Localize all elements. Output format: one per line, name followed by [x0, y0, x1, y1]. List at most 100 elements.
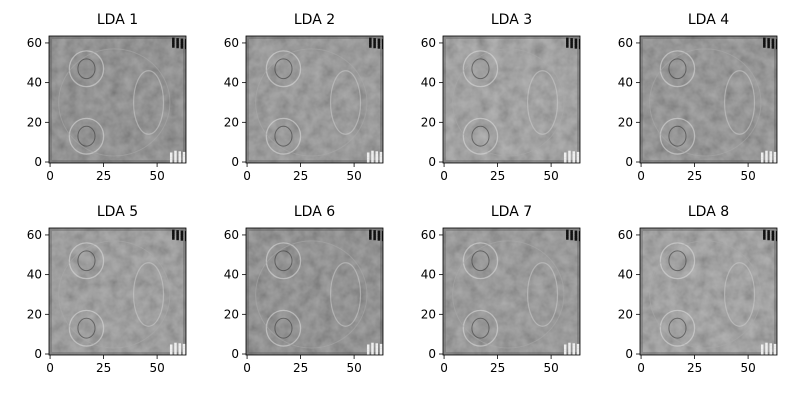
noise-pixel	[770, 346, 773, 349]
x-tick-label: 50	[346, 169, 361, 183]
noise-pixel	[371, 345, 374, 348]
image-texture	[246, 228, 383, 355]
noise-pixel	[774, 346, 777, 349]
noise-pixel	[772, 39, 775, 42]
noise-pixel	[183, 159, 186, 162]
x-tick-label: 50	[740, 169, 755, 183]
noise-pixel	[371, 153, 374, 156]
noise-pixel	[174, 153, 177, 156]
lda-panel-8: LDA 80 25 500204060	[618, 204, 779, 375]
lda-image	[246, 36, 384, 165]
noise-pixel	[577, 154, 580, 157]
noise-pixel	[568, 345, 571, 348]
noise-pixel	[181, 39, 184, 42]
noise-pixel	[564, 352, 567, 355]
x-tick-label: 25	[293, 361, 308, 375]
noise-pixel	[376, 156, 379, 159]
noise-pixel	[380, 349, 383, 352]
lda-panel-2: LDA 20 25 500204060	[224, 12, 385, 183]
x-tick-label: 0	[440, 169, 448, 183]
lda-panel-3: LDA 30 25 500204060	[421, 12, 582, 183]
lda-panel-7: LDA 70 25 500204060	[421, 204, 582, 375]
y-tick-label: 20	[224, 115, 239, 129]
x-tick-label: 0	[46, 169, 54, 183]
x-tick-label: 25	[490, 361, 505, 375]
noise-pixel	[564, 155, 567, 158]
y-tick-label: 20	[224, 307, 239, 321]
noise-pixel	[371, 155, 374, 158]
y-tick-label: 0	[231, 155, 239, 169]
noise-pixel	[765, 153, 768, 156]
noise-pixel	[767, 38, 770, 41]
lda-image	[49, 228, 187, 357]
noise-pixel	[179, 158, 182, 161]
noise-pixel	[765, 158, 768, 161]
noise-pixel	[179, 154, 182, 157]
x-tick-label: 50	[740, 361, 755, 375]
noise-pixel	[570, 38, 573, 41]
noise-pixel	[174, 345, 177, 348]
y-tick-label: 0	[428, 347, 436, 361]
y-tick-label: 60	[27, 228, 42, 242]
noise-pixel	[183, 152, 186, 155]
noise-pixel	[774, 349, 777, 352]
noise-pixel	[761, 349, 764, 352]
y-tick-label: 40	[27, 268, 42, 282]
noise-pixel	[170, 347, 173, 350]
lda-image	[246, 228, 384, 357]
noise-pixel	[577, 349, 580, 352]
panel-title: LDA 5	[97, 204, 138, 220]
noise-pixel	[765, 160, 768, 163]
noise-pixel	[176, 38, 179, 41]
noise-pixel	[174, 155, 177, 158]
x-tick-label: 0	[637, 169, 645, 183]
y-tick-label: 20	[421, 115, 436, 129]
noise-pixel	[568, 350, 571, 353]
noise-pixel	[568, 155, 571, 158]
noise-pixel	[380, 346, 383, 349]
noise-pixel	[568, 158, 571, 161]
noise-pixel	[174, 158, 177, 161]
panel-title: LDA 4	[688, 12, 729, 28]
panel-title: LDA 2	[294, 12, 335, 28]
noise-pixel	[568, 343, 571, 346]
noise-pixel	[179, 348, 182, 351]
noise-pixel	[573, 343, 576, 346]
lda-image	[640, 36, 778, 165]
x-tick-label: 50	[543, 361, 558, 375]
y-tick-label: 0	[34, 155, 42, 169]
noise-pixel	[371, 347, 374, 350]
noise-pixel	[376, 343, 379, 346]
noise-pixel	[564, 344, 567, 347]
x-tick-label: 25	[96, 361, 111, 375]
noise-pixel	[380, 344, 383, 347]
noise-pixel	[376, 158, 379, 161]
y-tick-label: 20	[27, 307, 42, 321]
y-tick-label: 20	[27, 115, 42, 129]
y-tick-label: 20	[618, 307, 633, 321]
x-tick-label: 0	[637, 361, 645, 375]
noise-pixel	[767, 230, 770, 233]
noise-pixel	[770, 350, 773, 353]
noise-pixel	[763, 230, 766, 233]
y-tick-label: 60	[224, 36, 239, 50]
noise-pixel	[373, 38, 376, 41]
noise-pixel	[179, 343, 182, 346]
noise-pixel	[376, 154, 379, 157]
lda-image	[49, 36, 187, 165]
image-texture	[49, 36, 186, 163]
panel-title: LDA 7	[491, 204, 532, 220]
noise-pixel	[577, 344, 580, 347]
panel-title: LDA 3	[491, 12, 532, 28]
noise-pixel	[564, 152, 567, 155]
x-tick-label: 0	[440, 361, 448, 375]
y-tick-label: 0	[34, 347, 42, 361]
noise-pixel	[765, 347, 768, 350]
y-tick-label: 0	[428, 155, 436, 169]
noise-pixel	[170, 152, 173, 155]
noise-pixel	[774, 154, 777, 157]
y-tick-label: 60	[421, 36, 436, 50]
noise-pixel	[573, 346, 576, 349]
noise-pixel	[371, 158, 374, 161]
y-tick-label: 40	[27, 76, 42, 90]
